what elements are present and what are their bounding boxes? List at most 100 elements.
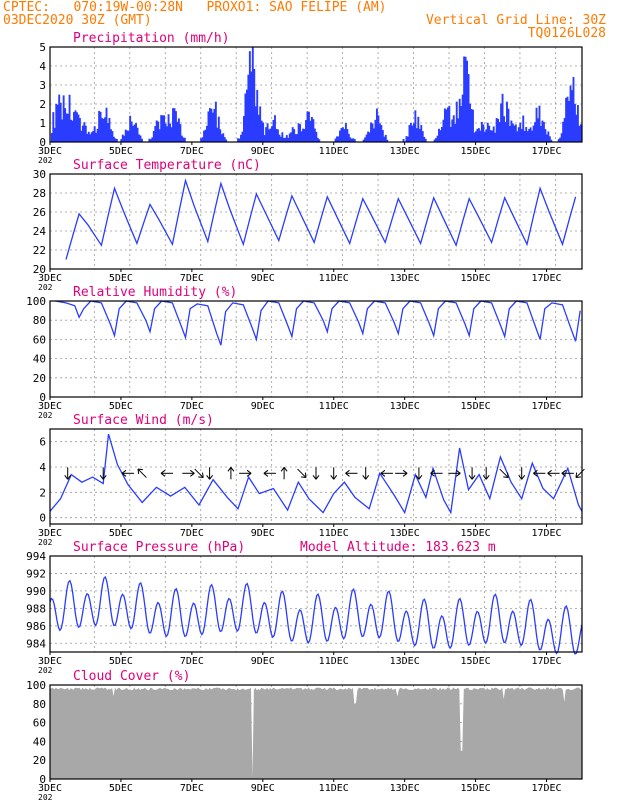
y-tick-label: 30 — [33, 168, 46, 181]
precip-bar — [130, 121, 133, 142]
precip-bar — [503, 116, 505, 142]
precip-bar — [523, 130, 526, 142]
precip-bar — [474, 131, 477, 142]
precip-bar — [569, 85, 572, 142]
x-tick-label: 11DEC — [319, 401, 349, 412]
wind-arrow — [395, 469, 408, 477]
precip-bar — [449, 126, 452, 142]
precip-bar — [498, 122, 501, 142]
precip-bar — [302, 128, 304, 142]
precip-bar — [305, 120, 307, 142]
precip-bar — [278, 134, 281, 142]
precip-bar — [443, 108, 446, 142]
precip-bar — [557, 139, 560, 142]
precip-bar — [272, 119, 275, 142]
x-tick-label: 9DEC — [251, 656, 275, 667]
precip-bar — [548, 136, 551, 142]
precip-bar — [211, 112, 214, 142]
precip-bar — [203, 130, 205, 142]
precip-bar — [574, 103, 576, 142]
precip-bar — [418, 128, 421, 142]
panel-title: Surface Wind (m/s) — [73, 413, 214, 428]
panel-subtitle: Model Altitude: 183.623 m — [300, 540, 496, 555]
wind-arrow — [227, 466, 235, 480]
wind-arrow — [448, 469, 461, 477]
wind-arrow — [533, 469, 546, 477]
precip-bar — [340, 128, 343, 142]
precip-bar — [414, 110, 417, 142]
precip-bar — [84, 125, 87, 142]
x-tick-label: 13DEC — [390, 273, 420, 284]
precip-bar — [336, 136, 338, 142]
precip-bar — [271, 126, 273, 142]
precip-bar — [525, 127, 528, 142]
precip-bar — [353, 139, 356, 142]
precip-bar — [458, 98, 461, 142]
precip-bar — [365, 134, 368, 142]
precip-bar — [154, 125, 157, 142]
panel-border — [49, 300, 583, 398]
x-year-label: 202 — [38, 793, 53, 800]
precip-bar — [516, 131, 519, 142]
header-location: CPTEC: 070:19W-00:28N PROXO1: SAO FELIPE… — [3, 0, 387, 15]
precip-bar — [120, 139, 123, 142]
x-tick-label: 11DEC — [319, 656, 349, 667]
x-tick-label: 13DEC — [390, 401, 420, 412]
precip-bar — [402, 138, 405, 142]
panel-3: 0 2 4 6 3DEC 5DEC 7DEC 9DEC 11DEC 13DEC 15DEC 17DEC… — [38, 413, 585, 547]
precip-bar — [477, 128, 480, 142]
precip-bar — [579, 124, 582, 142]
precip-bar — [121, 134, 124, 142]
precip-bar — [167, 114, 170, 142]
precip-bar — [310, 116, 313, 142]
precip-bar — [242, 116, 245, 142]
y-tick-label: 20 — [33, 263, 46, 276]
header-model-id: TQ0126L028 — [527, 26, 606, 41]
precip-bar — [201, 137, 204, 142]
precip-bar — [248, 51, 251, 142]
precip-bar — [466, 60, 469, 142]
precip-bar — [259, 106, 262, 142]
precip-bar — [53, 127, 56, 142]
precip-bar — [545, 134, 548, 142]
precip-bar — [288, 133, 291, 142]
precip-bar — [291, 127, 294, 142]
precip-bar — [454, 123, 457, 142]
x-tick-label: 3DEC — [38, 783, 62, 794]
precip-bar — [461, 94, 464, 142]
panel-title: Cloud Cover (%) — [73, 669, 190, 684]
precip-bar — [364, 137, 367, 142]
x-tick-label: 9DEC — [251, 401, 275, 412]
y-tick-label: 6 — [39, 436, 46, 449]
y-tick-label: 1 — [39, 117, 46, 130]
x-tick-label: 9DEC — [251, 273, 275, 284]
x-year-label: 202 — [38, 156, 53, 165]
wind-speed-line — [49, 433, 583, 515]
y-tick-label: 992 — [26, 567, 46, 580]
precip-bar — [367, 131, 370, 142]
precip-bar — [513, 125, 516, 142]
precip-bar — [489, 130, 492, 142]
precip-bar — [237, 138, 239, 142]
precip-bar — [350, 138, 353, 142]
precip-bar — [208, 108, 211, 142]
precip-bar — [220, 134, 223, 142]
precip-bar — [500, 103, 503, 142]
precip-bar — [576, 105, 579, 142]
x-tick-label: 15DEC — [461, 273, 491, 284]
temperature-line — [65, 178, 577, 260]
precip-bar — [200, 138, 203, 142]
panel-1: 20 22 24 26 28 30 3DEC 5DEC 7DEC 9DEC 11DEC 13DEC 15… — [33, 158, 583, 292]
precip-bar — [575, 114, 578, 142]
wind-arrow — [206, 467, 214, 480]
precip-bar — [491, 130, 494, 142]
y-tick-label: 0 — [39, 773, 46, 786]
header-run-time: 03DEC2020 30Z (GMT) — [3, 13, 152, 28]
precip-bar — [223, 137, 226, 142]
precip-bar — [179, 124, 182, 142]
x-tick-label: 15DEC — [461, 783, 491, 794]
precip-bar — [526, 131, 529, 142]
precip-bar — [562, 121, 565, 142]
wind-arrow — [160, 469, 173, 477]
precip-bar — [370, 122, 372, 142]
